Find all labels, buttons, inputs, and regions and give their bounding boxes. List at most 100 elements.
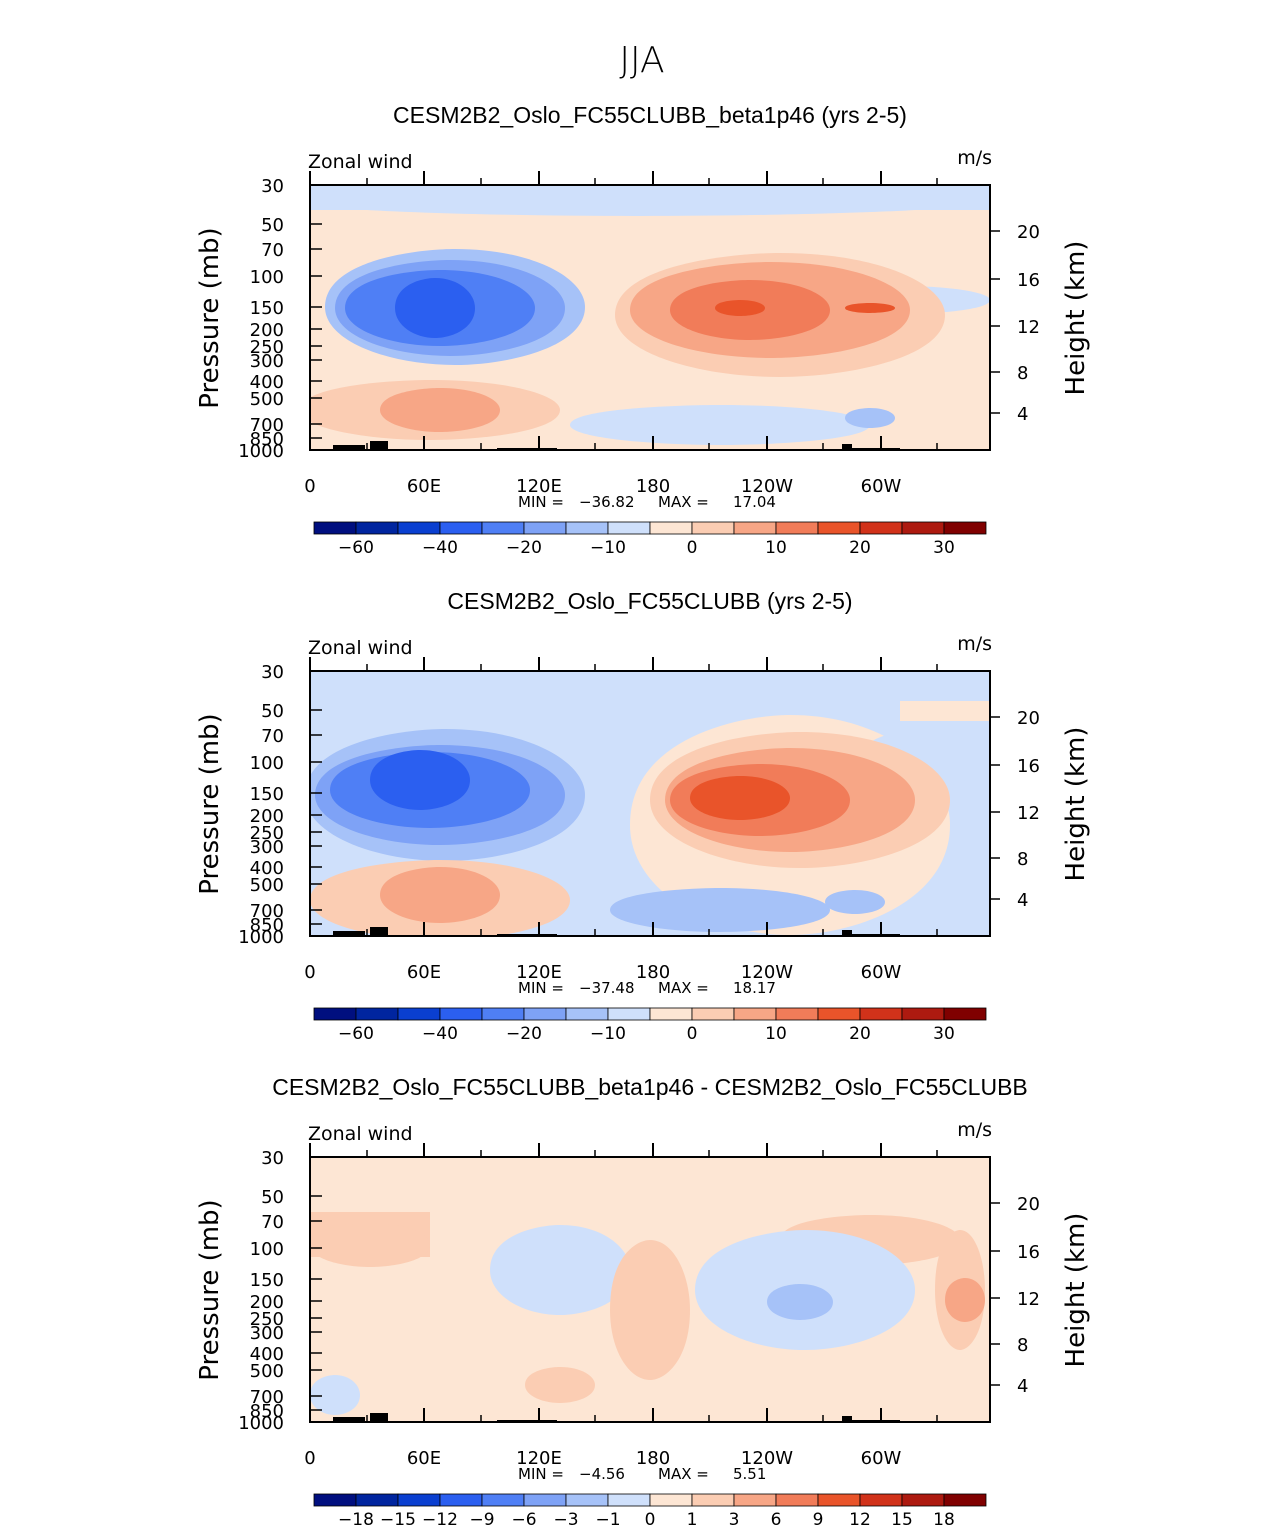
min-label: MIN =	[518, 979, 564, 997]
y2-tick-label: 12	[1017, 1289, 1040, 1310]
min-value: −4.56	[579, 1465, 625, 1483]
y-tick-label: 250	[250, 337, 284, 358]
contour-fill	[310, 1157, 990, 1422]
contour-region	[380, 388, 500, 432]
y-tick-label: 100	[250, 267, 284, 288]
y-tick-label: 250	[250, 1309, 284, 1330]
colorbar-box	[397, 521, 441, 535]
colorbar-box	[691, 521, 735, 535]
contour-region	[310, 1375, 360, 1415]
colorbar-box	[481, 521, 525, 535]
x-tick-label: 180	[636, 962, 670, 983]
colorbar-label: 1	[687, 1510, 698, 1530]
units-label: m/s	[957, 147, 992, 169]
plot-frame	[309, 1156, 991, 1423]
colorbar-box	[481, 1007, 525, 1021]
y2-tick-label: 12	[1017, 317, 1040, 338]
panel-2: CESM2B2_Oslo_FC55CLUBB (yrs 2-5) Zonal wi…	[195, 588, 1091, 1044]
page-title: JJA	[619, 40, 664, 81]
colorbar-box	[565, 1493, 609, 1507]
colorbar-box	[313, 1007, 357, 1021]
colorbar-box	[355, 1493, 399, 1507]
colorbar-label: 0	[645, 1510, 656, 1530]
max-value: 18.17	[733, 979, 776, 997]
y-axis-title: Pressure (mb)	[195, 713, 225, 894]
colorbar-box	[775, 1493, 819, 1507]
units-label: m/s	[957, 1119, 992, 1141]
y-axis-title: Pressure (mb)	[195, 1199, 225, 1380]
y-tick-label: 200	[250, 806, 284, 827]
y-tick-label: 300	[250, 1323, 284, 1344]
y-tick-label: 30	[261, 176, 284, 197]
y-tick-label: 700	[250, 1387, 284, 1408]
y2-axis-title: Height (km)	[1061, 727, 1091, 882]
colorbar-box	[733, 521, 777, 535]
colorbar-box	[649, 1493, 693, 1507]
colorbar-box	[607, 1007, 651, 1021]
y2-tick-label: 8	[1017, 1335, 1028, 1356]
topography	[370, 1413, 388, 1422]
y-tick-label: 1000	[238, 441, 284, 462]
colorbar-label: 10	[765, 538, 787, 558]
colorbar-box	[523, 1007, 567, 1021]
colorbar-label: −40	[422, 538, 458, 558]
x-tick-label: 120W	[741, 1448, 793, 1469]
colorbar-box	[859, 1007, 903, 1021]
panel-3: CESM2B2_Oslo_FC55CLUBB_beta1p46 - CESM2B…	[195, 1074, 1091, 1530]
contour-region	[525, 1367, 595, 1403]
contour-region	[610, 1240, 690, 1380]
topography	[370, 441, 388, 450]
colorbar-label: −60	[338, 538, 374, 558]
y-tick-label: 850	[250, 915, 284, 936]
y-tick-label: 50	[261, 215, 284, 236]
contour-region	[945, 1278, 985, 1322]
topography	[333, 1417, 355, 1422]
contour-region	[690, 776, 790, 820]
y-tick-label: 700	[250, 415, 284, 436]
colorbar-box	[649, 1007, 693, 1021]
topography	[842, 444, 852, 450]
y-tick-label: 200	[250, 1292, 284, 1313]
topography	[353, 931, 365, 936]
y-tick-label: 500	[250, 1361, 284, 1382]
y-tick-label: 150	[250, 1270, 284, 1291]
left-label: Zonal wind	[308, 1123, 413, 1145]
colorbar-label: 15	[891, 1510, 913, 1530]
x-tick-label: 120W	[741, 962, 793, 983]
chart-title: CESM2B2_Oslo_FC55CLUBB_beta1p46 - CESM2B…	[272, 1074, 1028, 1100]
contour-region	[570, 405, 870, 445]
topography	[353, 1417, 365, 1422]
colorbar-label: −20	[506, 1024, 542, 1044]
contour-region	[490, 1225, 630, 1315]
y-tick-label: 50	[261, 1187, 284, 1208]
colorbar-box	[523, 521, 567, 535]
contour-region	[380, 867, 500, 923]
y-tick-label: 30	[261, 662, 284, 683]
colorbar-box	[691, 1007, 735, 1021]
plot-frame	[309, 184, 991, 451]
min-label: MIN =	[518, 493, 564, 511]
colorbar-label: −12	[422, 1510, 458, 1530]
y-axis-title: Pressure (mb)	[195, 227, 225, 408]
colorbar-box	[607, 521, 651, 535]
x-tick-label: 60E	[407, 476, 441, 497]
y-tick-label: 300	[250, 351, 284, 372]
y-tick-label: 700	[250, 901, 284, 922]
topography	[333, 931, 355, 936]
colorbar-label: −60	[338, 1024, 374, 1044]
colorbar-label: −3	[553, 1510, 578, 1530]
colorbar-box	[943, 1007, 987, 1021]
max-label: MAX =	[658, 979, 709, 997]
left-label: Zonal wind	[308, 637, 413, 659]
colorbar-box	[397, 1007, 441, 1021]
colorbar-box	[817, 1007, 861, 1021]
contour-region	[395, 278, 475, 338]
colorbar-box	[397, 1493, 441, 1507]
y-tick-label: 30	[261, 1148, 284, 1169]
y2-tick-label: 16	[1017, 270, 1040, 291]
y-tick-label: 150	[250, 298, 284, 319]
y2-tick-label: 4	[1017, 1376, 1028, 1397]
colorbar-box	[943, 521, 987, 535]
y2-tick-label: 4	[1017, 890, 1028, 911]
